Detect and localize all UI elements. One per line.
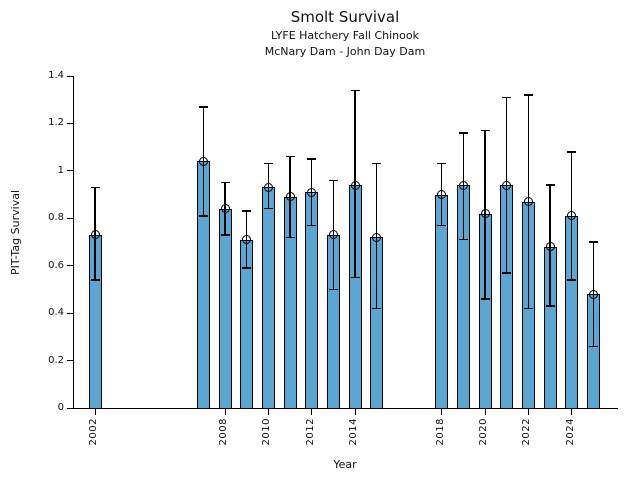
error-cap-top-2010 bbox=[263, 163, 273, 165]
error-cap-top-2025 bbox=[588, 241, 598, 243]
marker-2021 bbox=[502, 180, 512, 190]
y-tick-label: 0.8 bbox=[48, 212, 64, 224]
marker-2024 bbox=[567, 211, 577, 221]
error-cap-top-2023 bbox=[545, 184, 555, 186]
error-cap-top-2009 bbox=[242, 210, 252, 212]
x-tick-label: 2020 bbox=[478, 418, 489, 446]
error-cap-bottom-2015 bbox=[372, 307, 382, 310]
bar-2008 bbox=[218, 208, 232, 409]
x-tick-label: 2024 bbox=[564, 418, 576, 446]
marker-2011 bbox=[285, 192, 295, 202]
y-tick-mark bbox=[67, 360, 73, 362]
marker-2007 bbox=[198, 156, 208, 166]
error-cap-top-2022 bbox=[523, 94, 533, 96]
x-tick-label: 2012 bbox=[304, 418, 316, 446]
x-tick-mark bbox=[484, 409, 486, 415]
x-tick-mark bbox=[354, 409, 356, 415]
error-cap-bottom-2014 bbox=[350, 276, 360, 279]
marker-2022 bbox=[523, 197, 533, 207]
y-tick-label: 1.2 bbox=[48, 117, 64, 129]
marker-2008 bbox=[220, 204, 230, 214]
error-cap-bottom-2013 bbox=[328, 288, 338, 291]
error-cap-top-2002 bbox=[90, 186, 100, 189]
error-cap-bottom-2012 bbox=[307, 224, 317, 227]
error-cap-top-2014 bbox=[350, 89, 360, 91]
x-axis-label: Year bbox=[333, 458, 357, 471]
error-cap-top-2020 bbox=[480, 129, 490, 132]
marker-2023 bbox=[545, 242, 555, 252]
error-cap-top-2011 bbox=[285, 155, 295, 158]
error-cap-top-2021 bbox=[502, 96, 512, 99]
marker-2025 bbox=[588, 289, 598, 299]
y-tick-label: 0.4 bbox=[48, 307, 64, 319]
y-tick-mark bbox=[67, 122, 73, 124]
x-axis-spine bbox=[73, 408, 618, 409]
error-cap-bottom-2009 bbox=[242, 267, 252, 269]
x-tick-mark bbox=[311, 409, 313, 415]
error-cap-bottom-2023 bbox=[545, 305, 555, 307]
error-cap-bottom-2025 bbox=[588, 345, 598, 348]
error-cap-bottom-2011 bbox=[285, 236, 295, 238]
bar-2018 bbox=[435, 194, 449, 409]
marker-2014 bbox=[350, 180, 360, 190]
x-tick-mark bbox=[527, 409, 529, 415]
y-tick-label: 1 bbox=[57, 164, 64, 176]
error-cap-top-2007 bbox=[198, 106, 208, 108]
x-tick-mark bbox=[571, 409, 573, 415]
error-cap-bottom-2002 bbox=[90, 279, 100, 281]
error-cap-bottom-2024 bbox=[567, 279, 577, 281]
x-tick-mark bbox=[267, 409, 269, 415]
error-cap-bottom-2022 bbox=[523, 307, 533, 310]
marker-2020 bbox=[480, 209, 490, 219]
y-tick-mark bbox=[67, 170, 73, 172]
y-axis-spine bbox=[73, 76, 74, 409]
x-tick-label: 2018 bbox=[434, 418, 446, 446]
x-tick-label: 2002 bbox=[88, 418, 99, 446]
marker-2018 bbox=[437, 190, 447, 200]
x-tick-mark bbox=[94, 409, 96, 415]
error-cap-bottom-2018 bbox=[437, 224, 447, 227]
y-tick-mark bbox=[67, 312, 73, 314]
x-tick-label: 2008 bbox=[218, 418, 229, 446]
error-cap-bottom-2020 bbox=[480, 298, 490, 300]
error-cap-top-2008 bbox=[220, 182, 230, 184]
y-tick-mark bbox=[67, 265, 73, 267]
y-tick-mark bbox=[67, 217, 73, 219]
y-tick-label: 0.2 bbox=[48, 354, 64, 366]
error-cap-top-2018 bbox=[437, 163, 447, 165]
marker-2002 bbox=[90, 230, 100, 240]
marker-2009 bbox=[242, 235, 252, 245]
error-cap-top-2019 bbox=[458, 132, 468, 134]
error-cap-bottom-2019 bbox=[458, 238, 468, 241]
error-cap-top-2013 bbox=[328, 179, 338, 182]
error-cap-bottom-2007 bbox=[198, 215, 208, 217]
error-cap-bottom-2021 bbox=[502, 272, 512, 274]
error-cap-top-2012 bbox=[307, 158, 317, 160]
bar-2010 bbox=[261, 187, 275, 409]
chart-subtitle-stock: LYFE Hatchery Fall Chinook bbox=[271, 29, 419, 42]
chart-title: Smolt Survival bbox=[290, 8, 400, 26]
x-tick-mark bbox=[224, 409, 226, 415]
error-cap-bottom-2008 bbox=[220, 234, 230, 236]
error-cap-top-2015 bbox=[372, 163, 382, 165]
y-tick-mark bbox=[67, 75, 73, 77]
y-tick-mark bbox=[67, 407, 73, 409]
marker-2019 bbox=[458, 180, 468, 190]
marker-2010 bbox=[263, 182, 273, 192]
chart-subtitle-reach: McNary Dam - John Day Dam bbox=[264, 45, 426, 58]
marker-2012 bbox=[307, 187, 317, 197]
x-tick-label: 2022 bbox=[521, 418, 533, 446]
marker-2013 bbox=[328, 230, 338, 240]
marker-2015 bbox=[372, 232, 382, 242]
x-tick-label: 2014 bbox=[348, 418, 359, 446]
x-tick-mark bbox=[441, 409, 443, 415]
error-cap-top-2024 bbox=[567, 151, 577, 153]
y-tick-label: 0.6 bbox=[48, 259, 64, 271]
error-cap-bottom-2010 bbox=[263, 208, 273, 210]
y-tick-label: 1.4 bbox=[48, 70, 64, 81]
y-tick-label: 0 bbox=[57, 402, 64, 413]
x-tick-label: 2010 bbox=[261, 418, 273, 446]
